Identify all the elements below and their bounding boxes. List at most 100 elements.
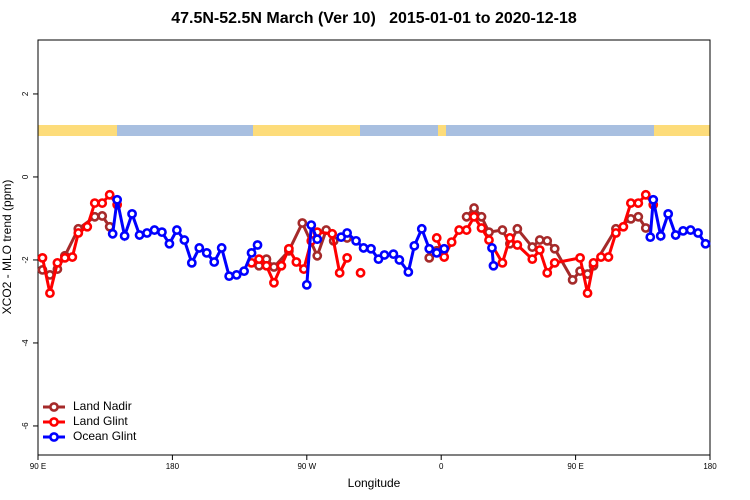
data-point [487,243,497,253]
data-point [640,223,651,233]
data-point [104,189,115,200]
data-point [439,243,450,254]
data-point [424,252,435,263]
data-point [527,254,538,265]
data-point [67,252,78,262]
data-point [342,228,353,238]
chart-title: 47.5N-52.5N March (Ver 10) 2015-01-01 to… [171,10,577,27]
data-point [149,225,160,235]
legend-label: Ocean Glint [73,429,137,443]
data-point [45,288,55,299]
data-point [469,203,479,213]
y-tick-label: -6 [21,422,30,430]
data-point [512,240,523,250]
data-point [388,249,399,260]
y-tick-label: -2 [21,256,30,264]
data-point [534,235,545,245]
data-point [355,267,366,278]
data-point [269,277,279,288]
data-point [527,242,538,252]
data-point [306,220,317,230]
data-point [73,228,84,238]
y-axis-label: XCO2 - MLO trend (ppm) [0,180,14,315]
legend-marker [49,402,59,412]
data-point [693,228,703,238]
data-point [611,228,621,238]
data-point [379,250,390,260]
data-point [484,235,494,245]
land-ocean-band [38,125,710,136]
data-point [534,245,545,255]
series [107,194,711,290]
data-point [164,238,175,249]
data-point [461,225,472,235]
data-point [342,252,353,263]
data-point [261,260,272,271]
data-point [59,252,70,263]
ocean-strip [117,125,253,136]
data-point [209,257,220,267]
data-point [291,257,302,267]
data-point [276,260,287,271]
data-point [431,247,442,258]
data-point [82,221,93,232]
data-point [625,213,636,224]
data-point [312,234,323,245]
data-point [424,243,435,254]
x-tick-label: 180 [166,462,180,471]
data-point [645,232,656,243]
data-point [476,223,487,233]
data-point [157,227,167,238]
y-tick-label: -4 [21,339,30,347]
data-point [446,237,457,248]
data-point [461,211,472,222]
data-point [542,235,553,246]
data-point [648,194,659,205]
data-point [283,243,294,254]
data-point [246,247,257,258]
series [37,189,659,299]
data-point [567,274,578,285]
data-point [107,228,118,239]
data-point [186,257,197,268]
data-point [663,208,674,219]
data-point [439,252,450,262]
data-point [52,257,63,268]
data-point [409,240,420,251]
data-point [351,235,361,246]
ocean-strip [446,125,654,136]
data-point [297,218,308,228]
x-axis-label: Longitude [348,476,401,490]
data-point [358,243,369,253]
data-point [269,262,279,272]
legend-label: Land Glint [73,414,128,428]
data-point [700,238,711,249]
data-point [37,252,48,263]
data-point [488,260,499,271]
data-point [431,233,442,243]
ocean-strip [360,125,438,136]
legend-marker [49,432,59,442]
data-point [334,267,345,278]
data-point [224,271,235,282]
data-point [633,198,644,208]
data-point [497,225,508,235]
data-point [327,228,338,239]
data-point [670,230,681,240]
data-point [549,243,560,254]
data-point [497,257,508,268]
data-point [89,198,100,208]
data-point [134,230,145,240]
data-point [588,257,599,268]
data-point [252,240,263,250]
data-point [504,233,515,243]
series-line [41,192,119,294]
data-point [127,208,137,219]
data-point [201,247,212,258]
data-point [549,257,560,268]
data-point [633,211,644,222]
data-point [542,267,553,278]
data-point [655,230,666,241]
x-tick-label: 90 W [297,462,316,471]
